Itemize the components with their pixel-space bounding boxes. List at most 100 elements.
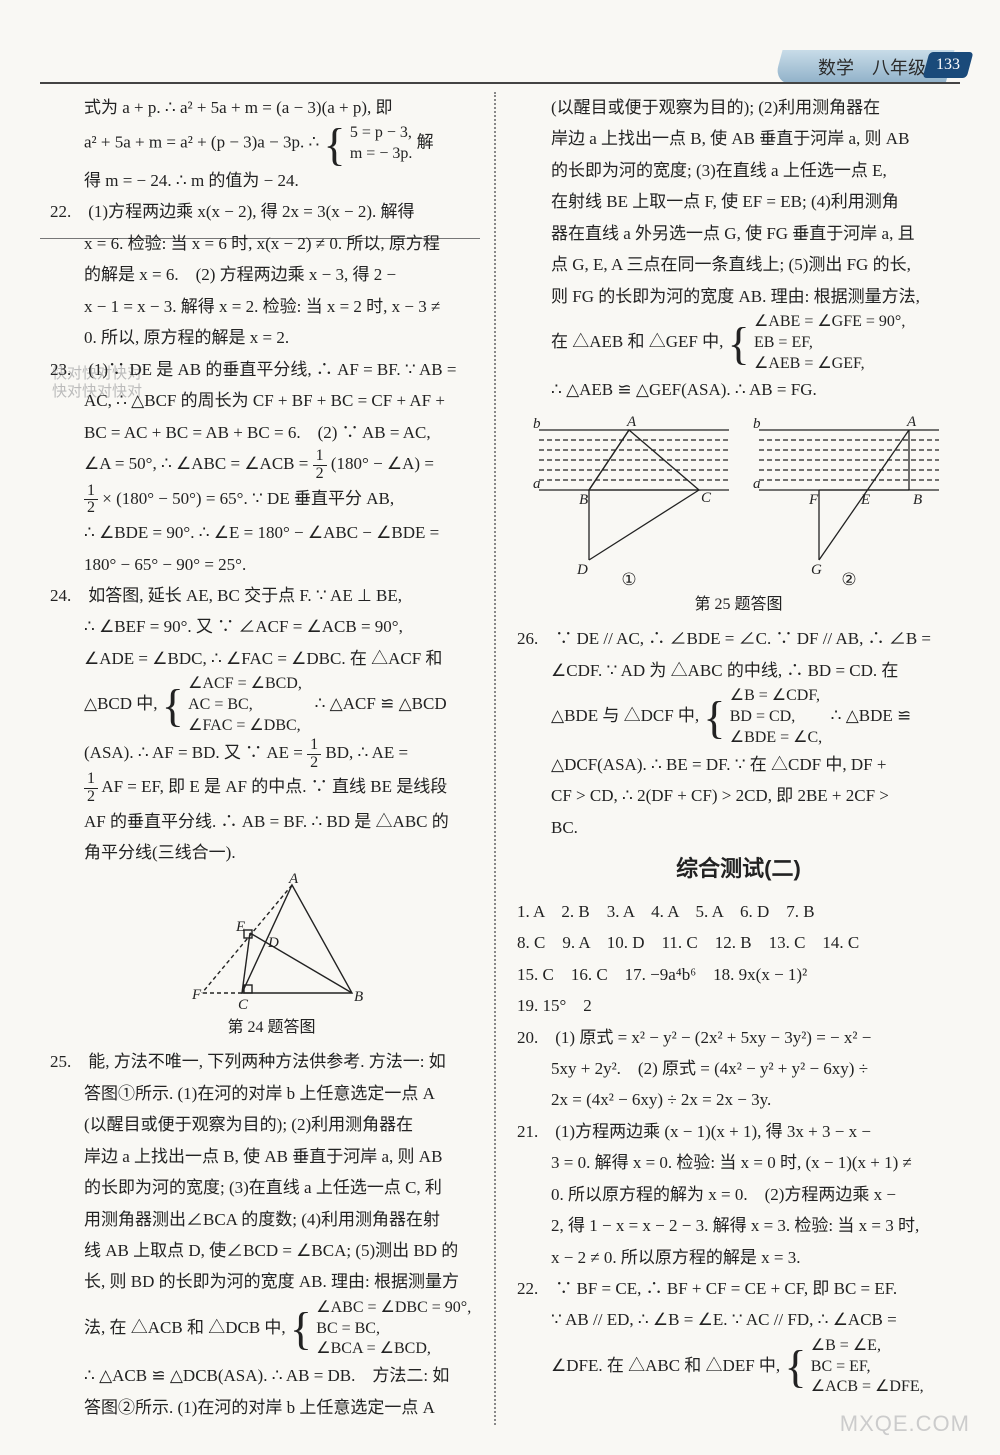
text: ∴ △ACF ≌ △BCD	[315, 694, 447, 713]
svg-text:C: C	[238, 997, 249, 1013]
q25r-line: 在射线 BE 上取一点 F, 使 EF = EB; (4)利用测角	[517, 186, 960, 217]
sys-row: 5 = p − 3,	[350, 123, 413, 144]
q21-line: 式为 a + p. ∴ a² + 5a + m = (a − 3)(a + p)…	[50, 92, 493, 123]
figure-24: A E D F C B 第 24 题答图	[50, 873, 493, 1043]
q25-line: 岸边 a 上找出一点 B, 使 AB 垂直于河岸 a, 则 AB	[50, 1141, 493, 1172]
fraction: 12	[84, 483, 98, 518]
answers-line: 15. C 16. C 17. −9a⁴b⁶ 18. 9x(x − 1)²	[517, 959, 960, 990]
text: a² + 5a + m = a² + (p − 3)a − 3p. ∴	[84, 133, 319, 152]
q25-line: 用测角器测出∠BCA 的度数; (4)利用测角器在射	[50, 1204, 493, 1235]
page-number-badge: 133	[923, 52, 974, 78]
svg-text:B: B	[579, 492, 588, 508]
q26-line: 26. ∵ DE // AC, ∴ ∠BDE = ∠C. ∵ DF // AB,…	[517, 623, 960, 654]
fig25-svg: b a A B C D ①	[529, 410, 949, 590]
svg-text:A: A	[626, 414, 637, 430]
q20-line: 2x = (4x² − 6xy) ÷ 2x = 2x − 3y.	[517, 1084, 960, 1115]
fig24-svg: A E D F C B	[172, 873, 372, 1013]
q23-line: AC, ∴ △BCF 的周长为 CF + BF + BC = CF + AF +	[50, 385, 493, 416]
q22-line: 0. 所以, 原方程的解是 x = 2.	[50, 322, 493, 353]
fig24-caption: 第 24 题答图	[50, 1013, 493, 1043]
sys-row: ∠B = ∠CDF,	[730, 686, 822, 707]
sys-row: BC = BC,	[316, 1319, 471, 1340]
sys-row: ∠ABE = ∠GFE = 90°,	[754, 312, 905, 333]
answers-line: 19. 15° 2	[517, 990, 960, 1021]
q21-line: a² + 5a + m = a² + (p − 3)a − 3p. ∴ { 5 …	[50, 123, 493, 165]
brace-icon: {	[703, 697, 725, 738]
q25r-line: 岸边 a 上找出一点 B, 使 AB 垂直于河岸 a, 则 AB	[517, 123, 960, 154]
svg-text:D: D	[267, 935, 279, 951]
sys-row: ∠B = ∠E,	[811, 1336, 924, 1357]
q22r-line: ∴ △ABC ≌ △DEF(ASA). ∴ AB = DE.	[984, 92, 1000, 123]
q22r-line: ∵ AB // ED, ∴ ∠B = ∠E. ∵ AC // FD, ∴ ∠AC…	[517, 1304, 960, 1335]
figure-25: b a A B C D ①	[517, 410, 960, 620]
q22r-line: 22. ∵ BF = CE, ∴ BF + CF = CE + CF, 即 BC…	[517, 1273, 960, 1304]
svg-text:B: B	[913, 492, 922, 508]
brace-block: ∠ABC = ∠DBC = 90°, BC = BC, ∠BCA = ∠BCD,	[316, 1298, 471, 1360]
q23-line: 23. (1)∵ DE 是 AB 的垂直平分线, ∴ AF = BF. ∵ AB…	[50, 354, 493, 385]
q21r-line: 21. (1)方程两边乘 (x − 1)(x + 1), 得 3x + 3 − …	[517, 1116, 960, 1147]
q25r-line: (以醒目或便于观察为目的); (2)利用测角器在	[517, 92, 960, 123]
sys-row: ∠ACB = ∠DFE,	[811, 1377, 924, 1398]
svg-text:A: A	[288, 873, 299, 887]
sys-row: ∠BDE = ∠C,	[730, 728, 822, 749]
q22-line: x − 1 = x − 3. 解得 x = 2. 检验: 当 x = 2 时, …	[50, 291, 493, 322]
text: 法, 在 △ACB 和 △DCB 中,	[84, 1318, 286, 1337]
q21-line: 得 m = − 24. ∴ m 的值为 − 24.	[50, 165, 493, 196]
svg-text:D: D	[576, 562, 588, 578]
q25-line: 答图①所示. (1)在河的对岸 b 上任意选定一点 A	[50, 1078, 493, 1109]
q22-line: 的解是 x = 6. (2) 方程两边乘 x − 3, 得 2 −	[50, 259, 493, 290]
sys-row: ∠BCA = ∠BCD,	[316, 1339, 471, 1360]
q25r-line: 在 △AEB 和 △GEF 中, { ∠ABE = ∠GFE = 90°, EB…	[517, 312, 960, 374]
circle2-label: ②	[841, 570, 856, 589]
q26-line: △BDE 与 △DCF 中, { ∠B = ∠CDF, BD = CD, ∠BD…	[517, 686, 960, 748]
q25r-line: 的长即为河的宽度; (3)在直线 a 上任选一点 E,	[517, 155, 960, 186]
q25-line: 长, 则 BD 的长即为河的宽度 AB. 理由: 根据测量方	[50, 1266, 493, 1297]
svg-text:a: a	[533, 476, 541, 492]
q26-line: △DCF(ASA). ∴ BE = DF. ∵ 在 △CDF 中, DF +	[517, 749, 960, 780]
top-rule	[40, 82, 960, 84]
circle1-label: ①	[621, 570, 636, 589]
text: × (180° − 50°) = 65°. ∵ DE 垂直平分 AB,	[102, 489, 394, 508]
svg-text:C: C	[701, 490, 712, 506]
sys-row: BD = CD,	[730, 707, 822, 728]
q22-line: 22. (1)方程两边乘 x(x − 2), 得 2x = 3(x − 2). …	[50, 196, 493, 227]
q20-line: 5xy + 2y². (2) 原式 = (4x² − y² + y² − 6xy…	[517, 1053, 960, 1084]
text: (180° − ∠A) =	[331, 454, 434, 473]
q24-line: 24. 如答图, 延长 AE, BC 交于点 F. ∵ AE ⊥ BE,	[50, 580, 493, 611]
text: 在 △AEB 和 △GEF 中,	[551, 332, 723, 351]
text: ∠DFE. 在 △ABC 和 △DEF 中,	[551, 1356, 780, 1375]
text: △BDE 与 △DCF 中,	[551, 706, 699, 725]
sys-row: EB = EF,	[754, 333, 905, 354]
q24-line: ∠ADE = ∠BDC, ∴ ∠FAC = ∠DBC. 在 △ACF 和	[50, 643, 493, 674]
q25r-line: 答图②所示. (1)在河的对岸 b 上任意选定一点 A	[50, 1392, 493, 1423]
sys-row: ∠AEB = ∠GEF,	[754, 354, 905, 375]
svg-text:G: G	[811, 562, 822, 578]
q26-line: ∠CDF. ∵ AD 为 △ABC 的中线, ∴ BD = CD. 在	[517, 655, 960, 686]
q25r-line: ∴ △AEB ≌ △GEF(ASA). ∴ AB = FG.	[517, 374, 960, 405]
page-number: 133	[936, 56, 960, 74]
text: ∴ △BDE ≌	[831, 706, 912, 725]
q25-line: 25. 能, 方法不唯一, 下列两种方法供参考. 方法一: 如	[50, 1046, 493, 1077]
svg-text:E: E	[235, 919, 245, 935]
page: 数学 八年级 133 快对快对快对 快对快对快对 MXQE.COM 式为 a +…	[0, 0, 1000, 1455]
brace-block: ∠B = ∠CDF, BD = CD, ∠BDE = ∠C,	[730, 686, 822, 748]
fraction: 12	[313, 448, 327, 483]
brace-icon: {	[728, 323, 750, 364]
q25-line: ∴ △ACB ≌ △DCB(ASA). ∴ AB = DB. 方法二: 如	[50, 1360, 493, 1391]
svg-text:E: E	[860, 492, 870, 508]
q25r-line: 则 FG 的长即为河的宽度 AB. 理由: 根据测量方法,	[517, 281, 960, 312]
sys-row: ∠ABC = ∠DBC = 90°,	[316, 1298, 471, 1319]
text: (ASA). ∴ AF = BD. 又 ∵ AE =	[84, 743, 307, 762]
q25-line: 线 AB 上取点 D, 使∠BCD = ∠BCA; (5)测出 BD 的	[50, 1235, 493, 1266]
q25-line: (以醒目或便于观察为目的); (2)利用测角器在	[50, 1109, 493, 1140]
svg-text:a: a	[753, 476, 761, 492]
sys-row: m = − 3p.	[350, 144, 413, 165]
q22-line: x = 6. 检验: 当 x = 6 时, x(x − 2) ≠ 0. 所以, …	[50, 228, 493, 259]
brace-icon: {	[784, 1346, 806, 1387]
text: AF = EF, 即 E 是 AF 的中点. ∵ 直线 BE 是线段	[101, 778, 447, 797]
q22r-line: ∠DFE. 在 △ABC 和 △DEF 中, { ∠B = ∠E, BC = E…	[517, 1336, 960, 1398]
q21r-line: x − 2 ≠ 0. 所以原方程的解是 x = 3.	[517, 1242, 960, 1273]
q26-line: CF > CD, ∴ 2(DF + CF) > 2CD, 即 2BE + 2CF…	[517, 780, 960, 811]
q25r-line: 点 G, E, A 三点在同一条直线上; (5)测出 FG 的长,	[517, 249, 960, 280]
brace-block: ∠ACF = ∠BCD, AC = BC, ∠FAC = ∠DBC,	[188, 674, 302, 736]
